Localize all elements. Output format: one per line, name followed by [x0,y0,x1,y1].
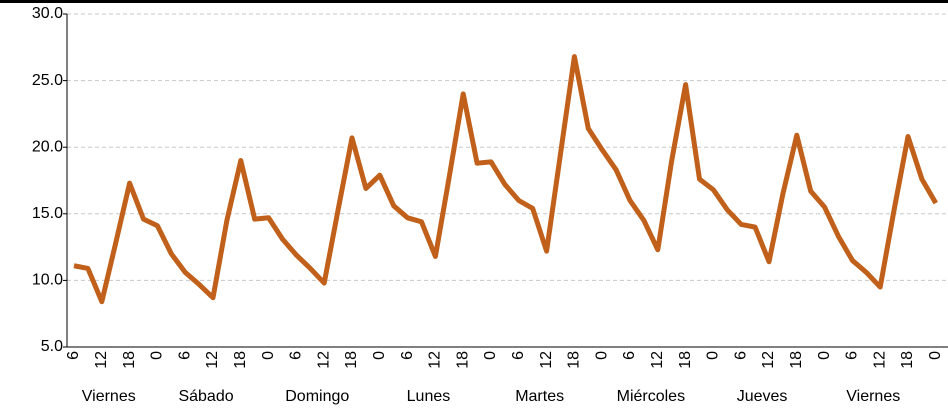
x-tick-label: 18 [677,351,694,369]
x-tick-label: 0 [371,351,388,360]
x-tick-label: 0 [816,351,833,360]
x-tick-label: 12 [871,351,888,369]
x-tick-label: 12 [427,351,444,369]
x-tick-label: 18 [788,351,805,369]
day-label: Sábado [178,388,233,405]
x-tick-label: 0 [927,351,944,360]
x-tick-label: 0 [705,351,722,360]
x-tick-label: 12 [538,351,555,369]
line [73,54,938,305]
x-tick-label: 12 [315,351,332,369]
y-tick-label: 5.0 [41,338,63,355]
y-tick-label: 15.0 [32,205,63,222]
x-tick-label: 6 [732,351,749,360]
x-tick-label: 18 [899,351,916,369]
x-tick-label: 6 [621,351,638,360]
day-label: Jueves [737,388,788,405]
x-tick-label: 18 [343,351,360,369]
x-tick-label: 12 [93,351,110,369]
x-tick-label: 6 [399,351,416,360]
x-tick-label: 18 [121,351,138,369]
day-label: Viernes [82,388,136,405]
x-tick-label: 0 [593,351,610,360]
x-tick-label: 18 [454,351,471,369]
top-border [0,0,948,3]
x-tick-label: 6 [176,351,193,360]
day-label: Miércoles [617,388,685,405]
day-label: Domingo [285,388,349,405]
x-tick-label: 12 [649,351,666,369]
x-tick-label: 6 [288,351,305,360]
x-tick-label: 6 [65,351,82,360]
day-label: Lunes [407,388,451,405]
y-tick-label: 10.0 [32,272,63,289]
day-label: Martes [515,388,564,405]
y-tick-label: 25.0 [32,72,63,89]
y-tick-label: 30.0 [32,5,63,22]
x-tick-label: 6 [510,351,527,360]
x-tick-label: 0 [149,351,166,360]
x-tick-label: 12 [204,351,221,369]
x-tick-label: 6 [844,351,861,360]
x-tick-label: 0 [260,351,277,360]
x-tick-label: 12 [760,351,777,369]
day-label: Viernes [846,388,900,405]
x-tick-label: 0 [482,351,499,360]
y-tick-label: 20.0 [32,138,63,155]
x-tick-label: 18 [566,351,583,369]
x-tick-label: 18 [232,351,249,369]
